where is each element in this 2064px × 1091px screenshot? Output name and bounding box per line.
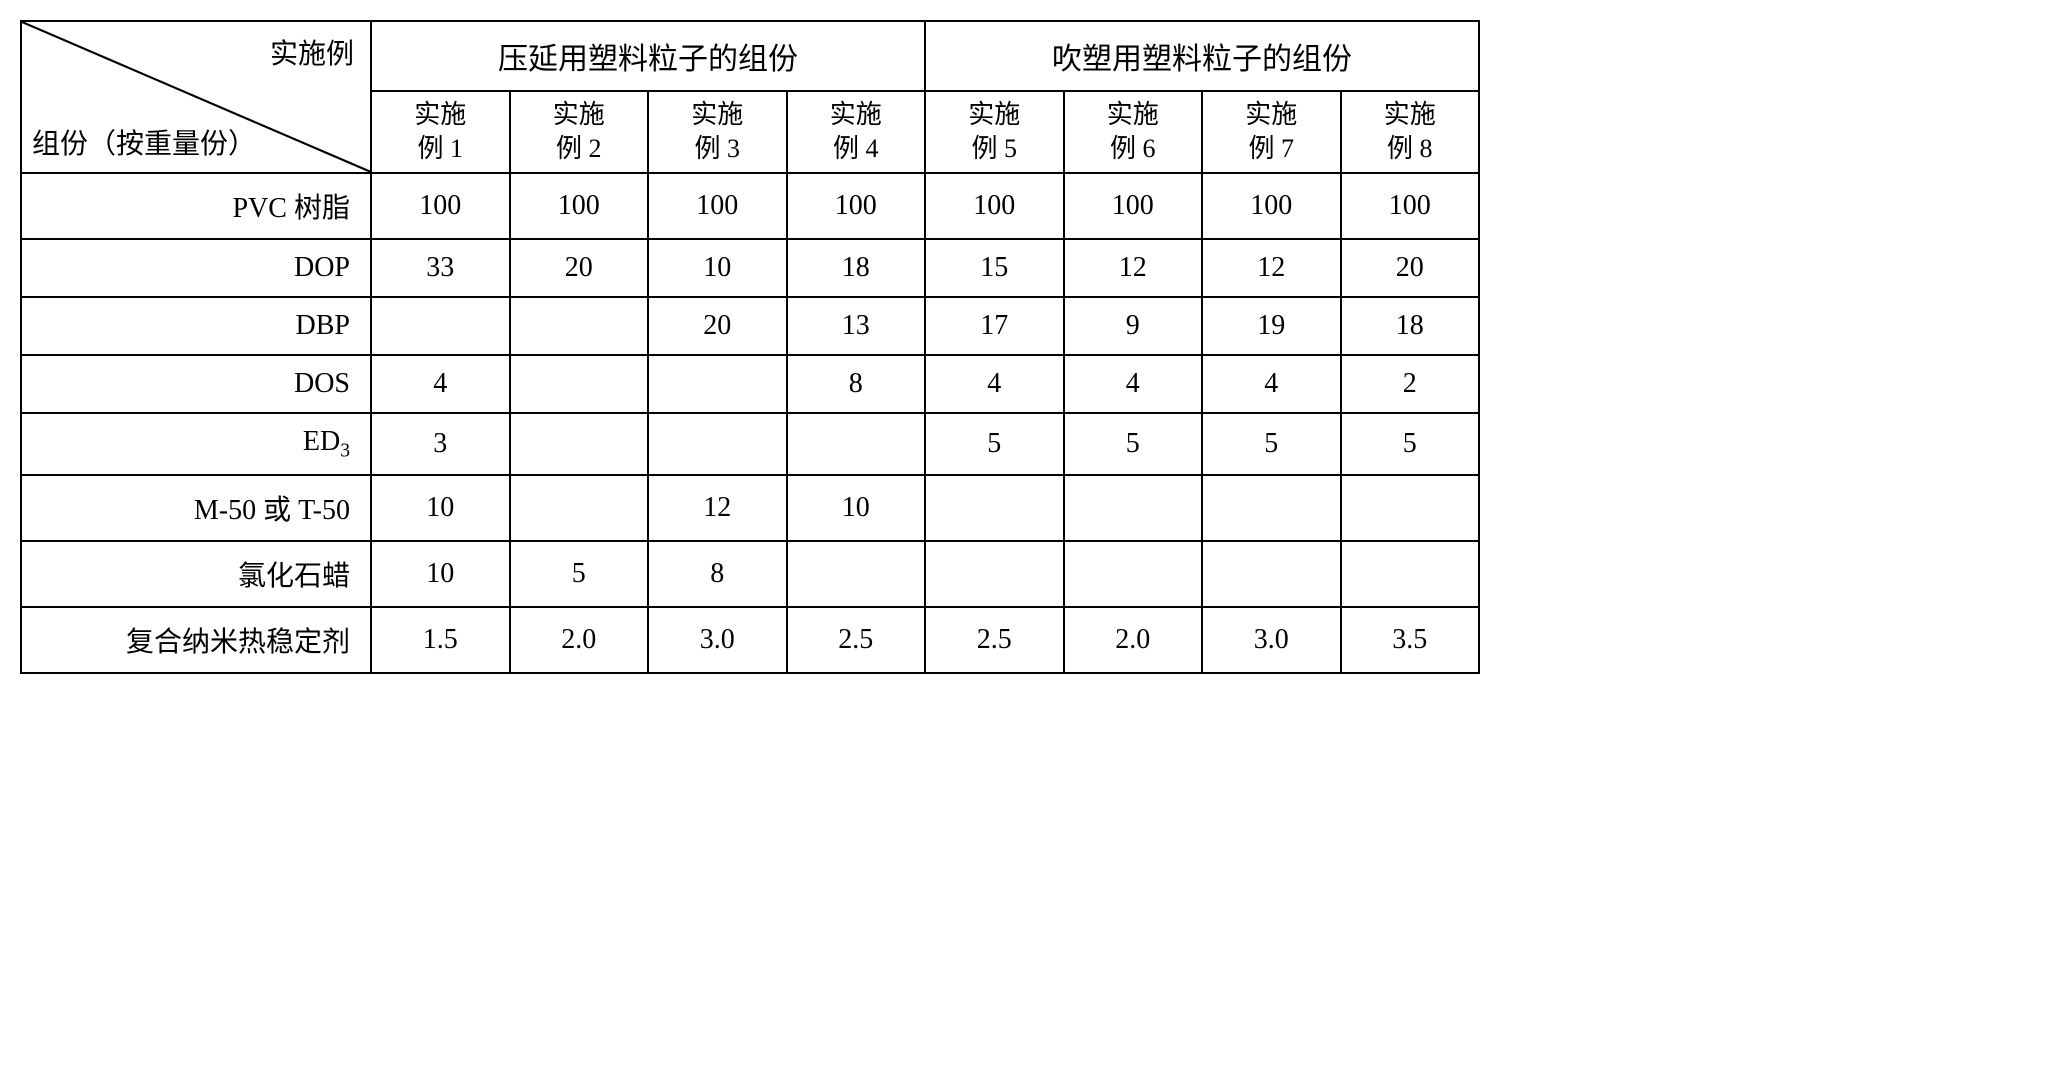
data-cell: 10 [371,475,510,541]
table-row: DOS484442 [21,355,1479,413]
table-row: ED335555 [21,413,1479,476]
data-cell [925,475,1064,541]
table-row: PVC 树脂100100100100100100100100 [21,173,1479,239]
data-cell: 3.0 [1202,607,1341,673]
data-cell: 18 [787,239,926,297]
row-label: DBP [21,297,371,355]
data-cell [510,475,649,541]
data-cell: 8 [787,355,926,413]
data-cell: 5 [1064,413,1203,476]
table-row: 氯化石蜡1058 [21,541,1479,607]
data-cell: 12 [1064,239,1203,297]
data-cell: 33 [371,239,510,297]
data-cell: 100 [510,173,649,239]
data-cell [648,413,787,476]
data-cell: 2.5 [787,607,926,673]
data-cell: 10 [648,239,787,297]
data-cell: 2.0 [510,607,649,673]
table-body: PVC 树脂100100100100100100100100DOP3320101… [21,173,1479,674]
data-cell: 12 [648,475,787,541]
data-cell: 100 [1341,173,1480,239]
diagonal-header-cell: 实施例 组份（按重量份） [21,21,371,173]
data-cell: 5 [1202,413,1341,476]
data-cell: 100 [1064,173,1203,239]
data-cell [1341,475,1480,541]
row-label: DOP [21,239,371,297]
data-cell: 10 [787,475,926,541]
table-row: M-50 或 T-50101210 [21,475,1479,541]
data-cell [1064,541,1203,607]
sub-header-7: 实施例 7 [1202,91,1341,173]
sub-header-4: 实施例 4 [787,91,926,173]
sub-header-1: 实施例 1 [371,91,510,173]
sub-header-2: 实施例 2 [510,91,649,173]
data-cell: 20 [1341,239,1480,297]
data-cell: 10 [371,541,510,607]
data-cell: 100 [371,173,510,239]
group-header-1: 压延用塑料粒子的组份 [371,21,925,91]
data-cell [1341,541,1480,607]
sub-header-6: 实施例 6 [1064,91,1203,173]
data-cell [1064,475,1203,541]
data-cell: 19 [1202,297,1341,355]
data-cell: 2.5 [925,607,1064,673]
group-header-2: 吹塑用塑料粒子的组份 [925,21,1479,91]
data-cell: 5 [510,541,649,607]
sub-header-5: 实施例 5 [925,91,1064,173]
composition-table: 实施例 组份（按重量份） 压延用塑料粒子的组份 吹塑用塑料粒子的组份 实施例 1… [20,20,1480,674]
data-cell: 12 [1202,239,1341,297]
row-label: DOS [21,355,371,413]
data-cell [371,297,510,355]
data-cell: 3.5 [1341,607,1480,673]
data-cell: 4 [1202,355,1341,413]
data-cell [510,355,649,413]
data-cell: 8 [648,541,787,607]
data-cell: 13 [787,297,926,355]
data-cell: 5 [1341,413,1480,476]
row-label: ED3 [21,413,371,476]
diag-top-label: 实施例 [270,32,354,72]
table-row: DOP3320101815121220 [21,239,1479,297]
data-cell: 4 [1064,355,1203,413]
data-cell [1202,541,1341,607]
data-cell: 1.5 [371,607,510,673]
row-label: M-50 或 T-50 [21,475,371,541]
data-cell [1202,475,1341,541]
data-cell: 100 [648,173,787,239]
data-cell: 3.0 [648,607,787,673]
data-cell: 3 [371,413,510,476]
table-row: DBP 20131791918 [21,297,1479,355]
sub-header-8: 实施例 8 [1341,91,1480,173]
data-cell: 100 [787,173,926,239]
row-label: 复合纳米热稳定剂 [21,607,371,673]
data-cell [787,413,926,476]
data-cell: 9 [1064,297,1203,355]
table-row: 复合纳米热稳定剂1.52.03.02.52.52.03.03.5 [21,607,1479,673]
data-cell: 2 [1341,355,1480,413]
data-cell: 15 [925,239,1064,297]
row-label: 氯化石蜡 [21,541,371,607]
data-cell [925,541,1064,607]
sub-header-3: 实施例 3 [648,91,787,173]
data-cell: 20 [510,239,649,297]
data-cell: 5 [925,413,1064,476]
data-cell: 4 [371,355,510,413]
data-cell: 20 [648,297,787,355]
data-cell [510,413,649,476]
data-cell [510,297,649,355]
data-cell: 17 [925,297,1064,355]
data-cell: 18 [1341,297,1480,355]
diag-bottom-label: 组份（按重量份） [32,122,256,162]
data-cell: 100 [925,173,1064,239]
data-cell [787,541,926,607]
row-label: PVC 树脂 [21,173,371,239]
data-cell: 100 [1202,173,1341,239]
data-cell: 4 [925,355,1064,413]
data-cell: 2.0 [1064,607,1203,673]
data-cell [648,355,787,413]
